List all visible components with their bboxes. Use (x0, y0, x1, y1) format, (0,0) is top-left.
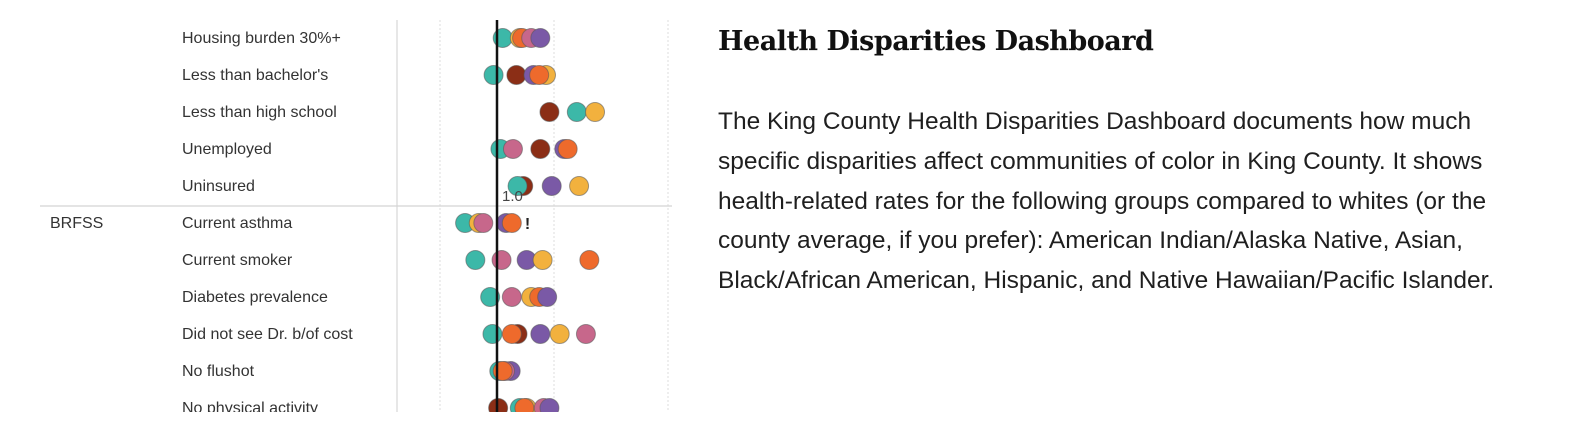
data-point-pink (473, 213, 494, 233)
data-point-teal (482, 324, 503, 344)
row-label: Uninsured (182, 178, 255, 195)
dot-chart-svg: BRFSS Housing burden 30%+ Less than bachel… (40, 20, 672, 417)
data-point-teal (566, 102, 587, 122)
data-point-purple (539, 398, 560, 412)
data-point-teal (507, 176, 528, 196)
data-point-teal (483, 65, 504, 85)
row-label: Diabetes prevalence (182, 289, 328, 306)
data-point-brown (539, 102, 560, 122)
data-point-purple (530, 28, 551, 48)
data-point-orange (557, 139, 578, 159)
row-label: Current smoker (182, 252, 293, 269)
row-label: Current asthma (182, 215, 292, 232)
data-point-brown (530, 139, 551, 159)
data-point-orange (501, 324, 522, 344)
article-title: Health Disparities Dashboard (718, 26, 1154, 57)
data-point-teal (465, 250, 486, 270)
data-point-yellow (585, 102, 606, 122)
group-label: BRFSS (50, 215, 103, 232)
row-label: Less than high school (182, 104, 337, 121)
row-label: No flushot (182, 363, 255, 380)
row-label: Less than bachelor's (182, 67, 328, 84)
data-point-yellow (549, 324, 570, 344)
data-point-pink (501, 287, 522, 307)
data-point-yellow (569, 176, 590, 196)
row-label: No physical activity (182, 400, 318, 417)
data-point-orange (501, 213, 522, 233)
data-point-teal (480, 287, 501, 307)
article-panel: Health Disparities Dashboard The King Co… (718, 20, 1548, 301)
row-label: Unemployed (182, 141, 272, 158)
disparities-dot-chart: BRFSS Housing burden 30%+ Less than bachel… (0, 0, 690, 438)
article-body: The King County Health Disparities Dashb… (718, 108, 1495, 295)
data-point-orange (529, 65, 550, 85)
data-point-brown (506, 65, 527, 85)
annotation-mark: ! (525, 216, 530, 233)
data-point-purple (541, 176, 562, 196)
data-point-orange (514, 398, 535, 412)
data-point-orange (579, 250, 600, 270)
row-label: Housing burden 30%+ (182, 30, 341, 47)
data-point-pink (575, 324, 596, 344)
data-point-purple (530, 324, 551, 344)
data-point-yellow (532, 250, 553, 270)
row-label: Did not see Dr. b/of cost (182, 326, 353, 343)
data-point-pink (491, 250, 512, 270)
reference-label: 1.0 (502, 188, 523, 205)
data-point-pink (502, 139, 523, 159)
data-point-purple (537, 287, 558, 307)
